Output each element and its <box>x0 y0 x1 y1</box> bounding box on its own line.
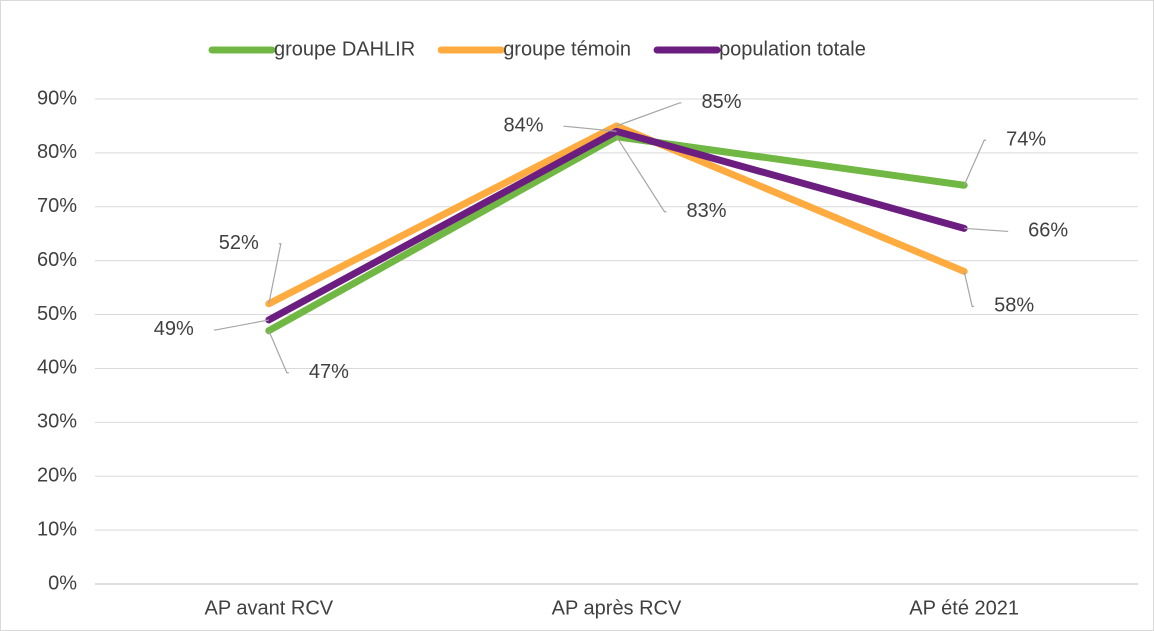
data-label: 84% <box>503 115 543 137</box>
y-tick-label: 30% <box>37 411 77 433</box>
data-label: 52% <box>219 232 259 254</box>
data-label: 47% <box>309 361 349 383</box>
leader-line <box>963 271 975 308</box>
y-tick-label: 40% <box>37 357 77 379</box>
x-tick-label: AP avant RCV <box>205 597 334 619</box>
y-tick-label: 90% <box>37 87 77 109</box>
y-tick-label: 20% <box>37 465 77 487</box>
x-tick-label: AP été 2021 <box>909 597 1019 619</box>
legend-label: population totale <box>719 38 866 60</box>
data-label: 58% <box>994 295 1034 317</box>
data-label: 74% <box>1006 129 1046 151</box>
leader-line <box>563 125 617 132</box>
leader-line <box>268 243 282 304</box>
leader-line <box>964 227 1009 232</box>
data-label: 66% <box>1028 220 1068 242</box>
y-tick-label: 10% <box>37 518 77 540</box>
data-label: 83% <box>687 200 727 222</box>
leader-line <box>616 102 682 127</box>
leader-line <box>268 330 289 374</box>
data-label: 49% <box>154 318 194 340</box>
legend-label: groupe témoin <box>503 38 631 60</box>
x-tick-label: AP après RCV <box>552 597 682 619</box>
y-tick-label: 80% <box>37 141 77 163</box>
y-tick-label: 0% <box>48 572 77 594</box>
leader-line <box>213 319 269 331</box>
leader-line <box>615 136 667 213</box>
y-tick-label: 60% <box>37 249 77 271</box>
leader-line <box>963 139 987 186</box>
legend-label: groupe DAHLIR <box>274 38 415 60</box>
y-tick-label: 70% <box>37 195 77 217</box>
data-label: 85% <box>702 91 742 113</box>
y-tick-label: 50% <box>37 303 77 325</box>
